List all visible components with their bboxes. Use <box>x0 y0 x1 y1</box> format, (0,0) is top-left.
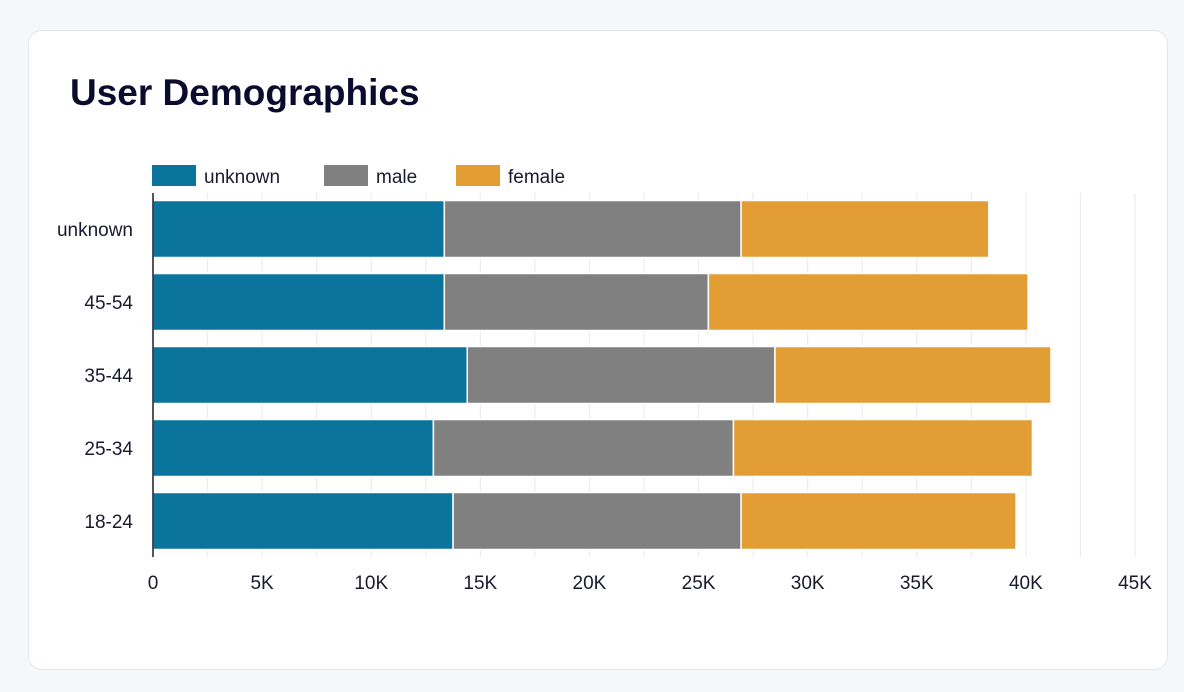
bar-45-54-female <box>707 272 1029 332</box>
legend-label-female: female <box>508 167 565 188</box>
x-tick-label: 5K <box>250 573 274 594</box>
x-tick-label: 35K <box>900 573 934 594</box>
legend-label-male: male <box>376 167 417 188</box>
y-tick-label: 18-24 <box>84 512 133 533</box>
y-tick-label: 35-44 <box>84 366 133 387</box>
x-tick-label: 20K <box>573 573 607 594</box>
bar-unknown-male <box>443 199 742 259</box>
bar-18-24-male <box>452 491 742 551</box>
bar-35-44-unknown <box>152 345 468 405</box>
x-tick-label: 30K <box>791 573 825 594</box>
bar-25-34-female <box>732 418 1034 478</box>
bar-25-34-male <box>432 418 735 478</box>
bar-35-44-male <box>466 345 776 405</box>
x-tick-label: 40K <box>1009 573 1043 594</box>
y-tick-label: 25-34 <box>84 439 133 460</box>
bar-35-44-female <box>774 345 1052 405</box>
bar-45-54-male <box>443 272 710 332</box>
legend-swatch-male <box>324 165 368 186</box>
y-tick-label: 45-54 <box>84 293 133 314</box>
bar-unknown-unknown <box>152 199 446 259</box>
bar-45-54-unknown <box>152 272 446 332</box>
x-tick-label: 15K <box>463 573 497 594</box>
x-tick-label: 45K <box>1118 573 1152 594</box>
legend-label-unknown: unknown <box>204 167 280 188</box>
y-tick-label: unknown <box>57 220 133 241</box>
bar-18-24-unknown <box>152 491 454 551</box>
bar-18-24-female <box>740 491 1017 551</box>
bar-25-34-unknown <box>152 418 435 478</box>
bar-unknown-female <box>740 199 990 259</box>
legend-swatch-female <box>456 165 500 186</box>
x-tick-label: 25K <box>682 573 716 594</box>
x-tick-label: 10K <box>354 573 388 594</box>
x-tick-label: 0 <box>148 573 159 594</box>
chart-title: User Demographics <box>70 72 420 113</box>
legend-swatch-unknown <box>152 165 196 186</box>
